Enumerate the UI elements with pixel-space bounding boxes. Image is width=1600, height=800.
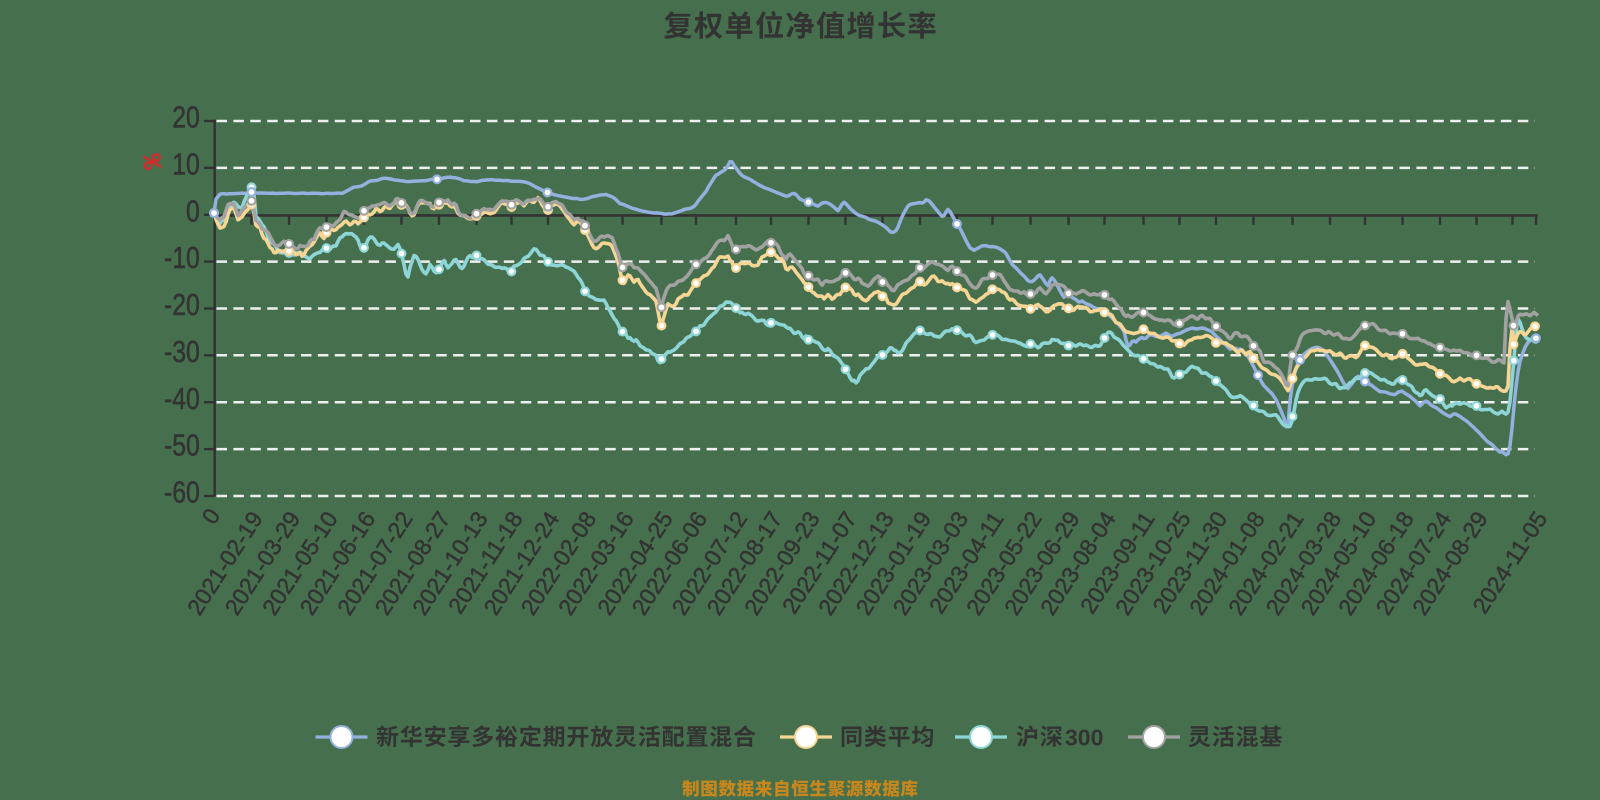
svg-text:-50: -50	[164, 428, 200, 462]
svg-text:20: 20	[172, 100, 200, 134]
svg-text:-40: -40	[164, 381, 200, 415]
svg-text:-10: -10	[164, 241, 200, 275]
svg-text:10: 10	[172, 147, 200, 181]
svg-text:-30: -30	[164, 334, 200, 368]
svg-text:0: 0	[186, 194, 200, 228]
svg-text:300: 300	[1065, 725, 1103, 751]
svg-text:-60: -60	[164, 475, 200, 509]
svg-text:-20: -20	[164, 287, 200, 321]
